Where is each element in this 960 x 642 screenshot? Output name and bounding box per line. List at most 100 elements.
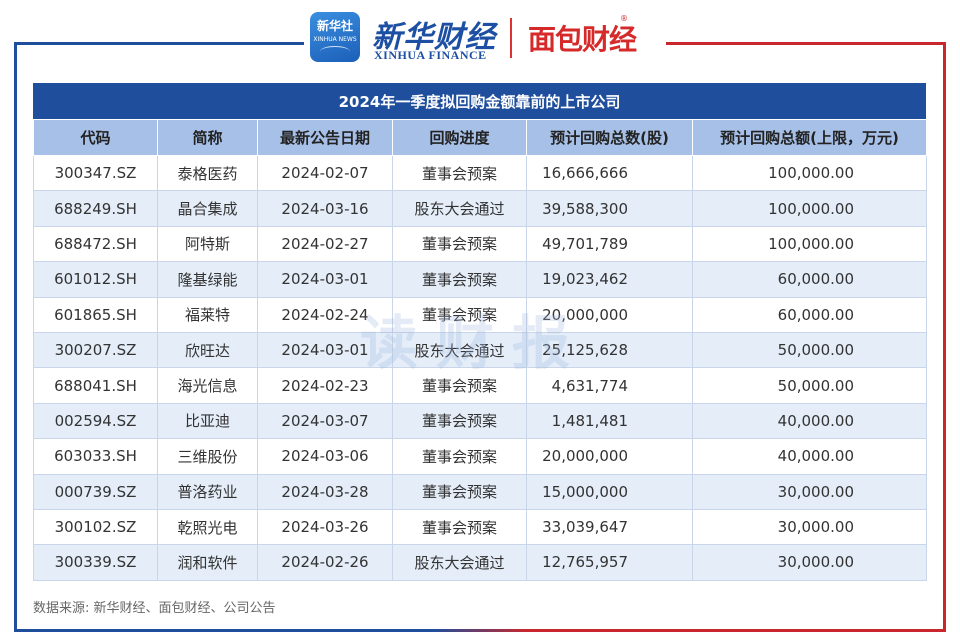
cell-date: 2024-03-07 [257, 402, 393, 440]
logo-divider [510, 18, 512, 58]
data-source-note: 数据来源: 新华财经、面包财经、公司公告 [33, 601, 276, 616]
frame-line-right [943, 42, 946, 632]
mianbao-finance-logo: 面包财经 [528, 23, 637, 56]
cell-date: 2024-02-24 [257, 296, 393, 333]
cell-amount: 100,000.00 [692, 190, 927, 227]
cell-shares: 19,023,462 [526, 261, 693, 298]
cell-amount: 60,000.00 [692, 261, 927, 298]
column-header-amount: 预计回购总额(上限，万元) [692, 119, 927, 156]
cell-code: 688472.SH [33, 225, 158, 263]
table-row: 601012.SH 隆基绿能 2024-03-01 董事会预案 19,023,462 60… [33, 261, 927, 298]
cell-shares: 20,000,000 [526, 296, 693, 333]
table-row: 688249.SH 晶合集成 2024-03-16 股东大会通过 39,588,300 1… [33, 190, 927, 227]
cell-shares: 33,039,647 [526, 508, 693, 546]
cell-progress: 董事会预案 [392, 402, 527, 440]
buyback-table-container: 2024年一季度拟回购金额靠前的上市公司 代码 简称 最新公告日期 回购进度 预… [33, 83, 927, 581]
registered-mark: ® [620, 14, 628, 23]
cell-progress: 股东大会通过 [392, 544, 527, 581]
table-body: 300347.SZ 泰格医药 2024-02-07 董事会预案 16,666,666 10… [33, 154, 927, 581]
cell-shares: 49,701,789 [526, 225, 693, 263]
cell-amount: 40,000.00 [692, 402, 927, 440]
cell-name: 普洛药业 [157, 473, 258, 510]
column-header-name: 简称 [157, 119, 258, 156]
cell-code: 688249.SH [33, 190, 158, 227]
table-row: 300347.SZ 泰格医药 2024-02-07 董事会预案 16,666,666 10… [33, 154, 927, 192]
column-header-code: 代码 [33, 119, 158, 156]
cell-name: 润和软件 [157, 544, 258, 581]
cell-name: 比亚迪 [157, 402, 258, 440]
cell-progress: 董事会预案 [392, 473, 527, 510]
cell-progress: 董事会预案 [392, 154, 527, 192]
table-row: 300102.SZ 乾照光电 2024-03-26 董事会预案 33,039,647 30… [33, 508, 927, 546]
cell-progress: 董事会预案 [392, 508, 527, 546]
cell-name: 乾照光电 [157, 508, 258, 546]
cell-name: 阿特斯 [157, 225, 258, 263]
cell-shares: 20,000,000 [526, 438, 693, 475]
cell-name: 欣旺达 [157, 331, 258, 369]
cell-amount: 100,000.00 [692, 225, 927, 263]
cell-date: 2024-03-01 [257, 331, 393, 369]
cell-progress: 董事会预案 [392, 296, 527, 333]
cell-shares: 15,000,000 [526, 473, 693, 510]
cell-date: 2024-03-06 [257, 438, 393, 475]
cell-progress: 董事会预案 [392, 367, 527, 404]
buyback-table: 代码 简称 最新公告日期 回购进度 预计回购总数(股) 预计回购总额(上限，万元… [33, 119, 927, 581]
cell-progress: 股东大会通过 [392, 190, 527, 227]
column-header-date: 最新公告日期 [257, 119, 393, 156]
xinhua-news-logo: 新华社 XINHUA NEWS [310, 12, 360, 62]
xinhua-news-logo-subtext: XINHUA NEWS [313, 36, 357, 43]
frame-line-bottom [14, 629, 946, 632]
cell-date: 2024-02-27 [257, 225, 393, 263]
frame-line-left-top [14, 42, 304, 45]
cell-code: 300207.SZ [33, 331, 158, 369]
cell-date: 2024-03-16 [257, 190, 393, 227]
cell-code: 601012.SH [33, 261, 158, 298]
cell-shares: 16,666,666 [526, 154, 693, 192]
cell-amount: 30,000.00 [692, 473, 927, 510]
cell-date: 2024-02-07 [257, 154, 393, 192]
xinhua-finance-logo-cn: 新华财经 [372, 20, 496, 55]
cell-name: 晶合集成 [157, 190, 258, 227]
column-header-shares: 预计回购总数(股) [526, 119, 693, 156]
cell-code: 002594.SZ [33, 402, 158, 440]
cell-shares: 12,765,957 [526, 544, 693, 581]
cell-amount: 40,000.00 [692, 438, 927, 475]
cell-code: 000739.SZ [33, 473, 158, 510]
logo-bar: 新华社 XINHUA NEWS 新华财经 XINHUA FINANCE 面包财经… [306, 8, 662, 66]
cell-shares: 25,125,628 [526, 331, 693, 369]
cell-progress: 股东大会通过 [392, 331, 527, 369]
cell-name: 泰格医药 [157, 154, 258, 192]
cell-shares: 4,631,774 [526, 367, 693, 404]
cell-code: 601865.SH [33, 296, 158, 333]
cell-amount: 50,000.00 [692, 367, 927, 404]
cell-code: 300339.SZ [33, 544, 158, 581]
frame-line-left [14, 42, 17, 632]
cell-code: 688041.SH [33, 367, 158, 404]
cell-shares: 39,588,300 [526, 190, 693, 227]
table-row: 000739.SZ 普洛药业 2024-03-28 董事会预案 15,000,000 30… [33, 473, 927, 510]
cell-progress: 董事会预案 [392, 261, 527, 298]
table-row: 601865.SH 福莱特 2024-02-24 董事会预案 20,000,000 60,… [33, 296, 927, 333]
table-title: 2024年一季度拟回购金额靠前的上市公司 [33, 83, 926, 119]
globe-icon [320, 46, 350, 57]
table-header-row: 代码 简称 最新公告日期 回购进度 预计回购总数(股) 预计回购总额(上限，万元… [33, 119, 927, 156]
cell-amount: 30,000.00 [692, 544, 927, 581]
cell-code: 300102.SZ [33, 508, 158, 546]
cell-code: 603033.SH [33, 438, 158, 475]
cell-shares: 1,481,481 [526, 402, 693, 440]
table-row: 002594.SZ 比亚迪 2024-03-07 董事会预案 1,481,481 40,0… [33, 402, 927, 440]
cell-date: 2024-02-26 [257, 544, 393, 581]
cell-amount: 50,000.00 [692, 331, 927, 369]
table-row: 688472.SH 阿特斯 2024-02-27 董事会预案 49,701,789 100… [33, 225, 927, 263]
table-row: 300207.SZ 欣旺达 2024-03-01 股东大会通过 25,125,628 50… [33, 331, 927, 369]
cell-progress: 董事会预案 [392, 225, 527, 263]
table-row: 603033.SH 三维股份 2024-03-06 董事会预案 20,000,000 40… [33, 438, 927, 475]
table-row: 688041.SH 海光信息 2024-02-23 董事会预案 4,631,774 50,… [33, 367, 927, 404]
cell-code: 300347.SZ [33, 154, 158, 192]
cell-amount: 30,000.00 [692, 508, 927, 546]
cell-date: 2024-03-28 [257, 473, 393, 510]
frame-line-right-top [666, 42, 946, 45]
cell-date: 2024-02-23 [257, 367, 393, 404]
xinhua-finance-logo-en: XINHUA FINANCE [374, 48, 487, 62]
cell-name: 福莱特 [157, 296, 258, 333]
